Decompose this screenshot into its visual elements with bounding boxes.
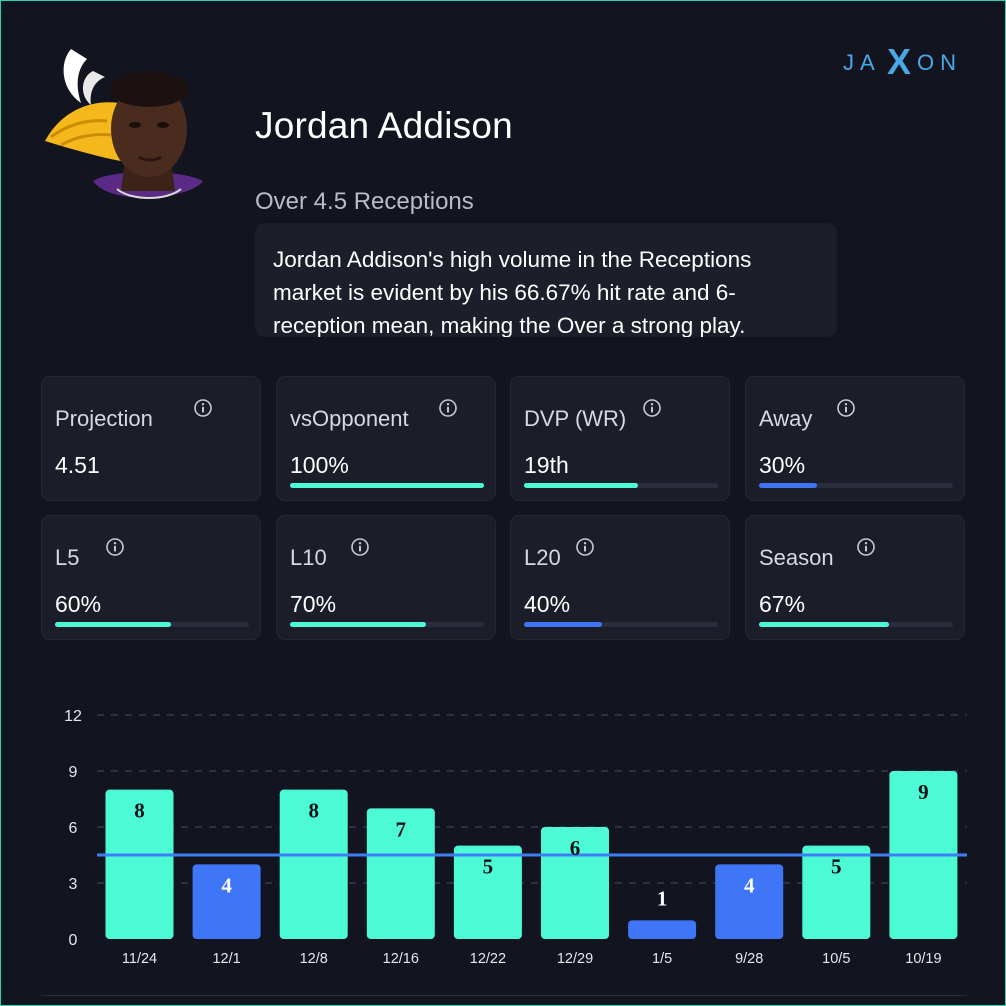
stat-card: L5 60% [41, 515, 261, 640]
stat-card: Away 30% [745, 376, 965, 501]
prop-line: Over 4.5 Receptions [255, 188, 474, 215]
vikings-helmet-icon [45, 49, 203, 199]
info-icon[interactable] [194, 399, 212, 417]
stat-progress-fill [759, 622, 889, 627]
stat-card-value: 100% [290, 452, 349, 478]
info-icon[interactable] [837, 399, 855, 417]
stat-progress-track [759, 622, 953, 627]
stat-progress-track [759, 483, 953, 488]
bar-value-label: 5 [831, 855, 842, 879]
x-tick-label: 1/5 [652, 951, 672, 967]
bar-value-label: 6 [570, 836, 581, 860]
stat-progress-track [55, 622, 249, 627]
info-icon[interactable] [576, 538, 594, 556]
logo-text-right: ON [917, 50, 962, 75]
stat-card-value: 60% [55, 591, 102, 617]
stat-card-value: 4.51 [55, 452, 100, 478]
bar-value-label: 5 [483, 855, 494, 879]
y-tick-label: 6 [69, 820, 78, 837]
x-tick-label: 12/16 [383, 951, 419, 967]
jaxon-logo: JA X ON [839, 41, 965, 85]
y-tick-label: 3 [69, 876, 78, 893]
stat-card: DVP (WR) 19th [510, 376, 730, 501]
player-name: Jordan Addison [255, 105, 513, 146]
bar-value-label: 4 [221, 873, 232, 897]
stat-card-label: Away [759, 406, 813, 431]
stat-progress-fill [55, 622, 172, 627]
info-icon[interactable] [351, 538, 369, 556]
x-tick-label: 12/29 [557, 951, 593, 967]
stat-progress-fill [290, 622, 426, 627]
bar[interactable] [105, 789, 174, 939]
bar-value-label: 9 [918, 780, 929, 804]
stat-card: vsOpponent 100% [276, 376, 496, 501]
stat-card-label: DVP (WR) [524, 406, 627, 431]
stat-card-label: vsOpponent [290, 406, 409, 431]
stat-card-value: 30% [759, 452, 806, 478]
bar[interactable] [453, 845, 522, 939]
summary-text: Jordan Addison's high volume in the Rece… [255, 223, 837, 337]
stat-card-label: Season [759, 545, 834, 570]
y-tick-label: 12 [64, 708, 82, 725]
stat-card: L10 70% [276, 515, 496, 640]
bar-value-label: 1 [657, 886, 668, 910]
x-tick-label: 12/8 [300, 951, 328, 967]
stat-progress-track [524, 483, 718, 488]
bar-value-label: 8 [308, 799, 319, 823]
y-tick-label: 9 [69, 764, 78, 781]
x-tick-label: 12/1 [212, 951, 240, 967]
x-tick-label: 12/22 [470, 951, 506, 967]
stat-progress-fill [759, 483, 818, 488]
stat-card-value: 70% [290, 591, 337, 617]
x-tick-label: 9/28 [735, 951, 763, 967]
stat-progress-fill [524, 622, 602, 627]
stat-card-label: L5 [55, 545, 80, 570]
logo-text-mid: X [887, 41, 912, 82]
stat-card: L20 40% [510, 515, 730, 640]
stat-progress-fill [290, 483, 484, 488]
stat-card-label: L10 [290, 545, 327, 570]
bottom-divider [41, 995, 967, 996]
bar[interactable] [192, 864, 261, 939]
info-icon[interactable] [439, 399, 457, 417]
stat-card-label: Projection [55, 406, 153, 431]
bar-value-label: 8 [134, 799, 145, 823]
x-tick-label: 11/24 [122, 951, 157, 967]
stat-progress-track [524, 622, 718, 627]
receptions-chart: 0 3 6 9 12 8 11/24 4 12/1 8 12/8 7 12/16 5 12/22 6 12/29… [1, 691, 1006, 991]
stat-card: Projection 4.51 [41, 376, 261, 501]
bar[interactable] [628, 920, 697, 939]
bar[interactable] [715, 864, 784, 939]
stat-progress-track [290, 622, 484, 627]
info-icon[interactable] [106, 538, 124, 556]
x-tick-label: 10/5 [822, 951, 850, 967]
x-tick-label: 10/19 [905, 951, 941, 967]
info-icon[interactable] [857, 538, 875, 556]
stat-card-value: 40% [524, 591, 571, 617]
info-icon[interactable] [643, 399, 661, 417]
player-avatar [41, 41, 211, 206]
bar-value-label: 4 [744, 873, 755, 897]
stat-card: Season 67% [745, 515, 965, 640]
stat-card-value: 67% [759, 591, 806, 617]
stat-progress-fill [524, 483, 639, 488]
stat-progress-track [290, 483, 484, 488]
bar-value-label: 7 [396, 817, 407, 841]
stat-card-label: L20 [524, 545, 561, 570]
bar[interactable] [802, 845, 871, 939]
logo-text-left: JA [843, 50, 881, 75]
y-tick-label: 0 [69, 932, 78, 949]
bar-chart: 0 3 6 9 12 8 11/24 4 12/1 8 12/8 7 12/16 5 12/22 6 12/29… [64, 708, 967, 967]
bar[interactable] [279, 789, 348, 939]
stat-card-value: 19th [524, 452, 569, 478]
bar[interactable] [366, 808, 435, 939]
